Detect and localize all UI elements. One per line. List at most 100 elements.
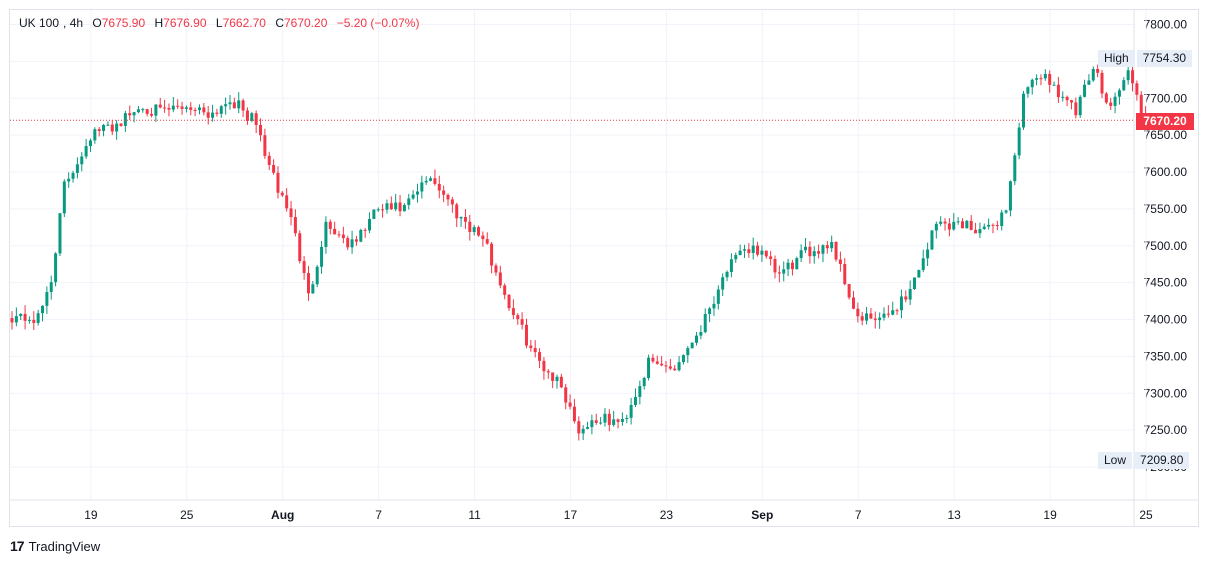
candle-down (333, 228, 337, 235)
y-tick-label: 7300.00 (1144, 386, 1188, 400)
candle-up (27, 319, 31, 321)
candle-down (943, 221, 947, 224)
candle-up (394, 202, 398, 210)
candle-down (145, 109, 149, 114)
candle-down (511, 308, 515, 316)
candle-up (420, 182, 424, 192)
candle-down (176, 105, 180, 107)
candle-up (62, 181, 66, 214)
candle-down (1039, 78, 1043, 80)
candle-down (254, 113, 258, 125)
candle-up (633, 396, 637, 405)
candle-down (450, 199, 454, 205)
timeframe[interactable]: 4h (69, 16, 84, 30)
candle-up (965, 220, 969, 229)
candle-up (921, 258, 925, 270)
candle-up (821, 245, 825, 254)
candle-up (324, 221, 328, 247)
candle-down (241, 100, 245, 111)
candle-down (673, 368, 677, 371)
candle-up (49, 282, 53, 293)
candle-up (154, 104, 158, 116)
candle-up (1004, 210, 1008, 213)
candle-up (115, 123, 119, 132)
candle-up (385, 203, 389, 210)
high-label: H (154, 16, 164, 30)
candle-up (224, 104, 228, 107)
candle-down (215, 112, 219, 114)
candle-up (1022, 93, 1026, 128)
candle-up (93, 129, 97, 141)
candle-down (808, 246, 812, 257)
candle-up (1113, 96, 1117, 106)
candle-down (341, 234, 345, 239)
candle-down (477, 227, 481, 236)
candle-up (729, 259, 733, 272)
candle-up (555, 376, 559, 381)
candle-up (106, 124, 110, 126)
candle-down (485, 239, 489, 244)
candle-down (568, 402, 572, 407)
candle-down (1131, 70, 1135, 84)
candle-up (795, 258, 799, 270)
x-tick-label: Aug (271, 508, 294, 522)
y-tick-label: 7800.00 (1144, 18, 1188, 32)
candle-up (952, 221, 956, 230)
candle-down (856, 308, 860, 317)
candle-down (272, 164, 276, 173)
candle-down (769, 256, 773, 259)
candle-up (407, 198, 411, 205)
low-badge: Low 7209.80 (1098, 452, 1190, 469)
candle-up (690, 342, 694, 349)
candle-up (865, 313, 869, 321)
candle-down (847, 284, 851, 298)
tradingview-brand[interactable]: 17 TradingView (10, 538, 100, 554)
candle-down (267, 155, 271, 165)
x-tick-label: 19 (1043, 508, 1057, 522)
candle-down (189, 107, 193, 110)
candle-up (891, 310, 895, 315)
candle-down (302, 261, 306, 273)
candle-down (995, 224, 999, 227)
candle-up (84, 146, 88, 157)
candle-down (293, 217, 297, 234)
candle-down (1109, 102, 1113, 106)
candle-up (320, 246, 324, 267)
low-badge-label: Low (1098, 452, 1133, 469)
candle-up (1091, 69, 1095, 81)
candle-up (930, 230, 934, 250)
high-badge-label: High (1098, 50, 1135, 67)
candle-down (834, 241, 838, 260)
candle-up (882, 313, 886, 318)
candle-up (136, 109, 140, 113)
candle-up (88, 140, 92, 147)
candle-down (128, 113, 132, 116)
candle-down (873, 318, 877, 321)
y-tick-label: 7700.00 (1144, 91, 1188, 105)
candle-up (171, 105, 175, 110)
candle-down (564, 387, 568, 403)
candle-up (41, 305, 45, 314)
candle-up (1078, 96, 1082, 116)
symbol-name[interactable]: UK 100 (19, 16, 60, 30)
candle-down (490, 243, 494, 266)
candle-up (315, 266, 319, 285)
y-tick-label: 7500.00 (1144, 239, 1188, 253)
y-tick-label: 7250.00 (1144, 423, 1188, 437)
candle-down (23, 313, 27, 321)
candle-down (1048, 73, 1052, 85)
candle-up (19, 313, 23, 317)
candle-down (180, 106, 184, 109)
candle-up (102, 125, 106, 131)
low-badge-value: 7209.80 (1134, 452, 1190, 469)
candle-down (817, 251, 821, 254)
candle-up (686, 348, 690, 356)
change-value: −5.20 (−0.07%) (336, 16, 420, 30)
candle-down (276, 172, 280, 193)
candle-down (481, 235, 485, 240)
high-badge-value: 7754.30 (1136, 50, 1193, 67)
candle-down (538, 352, 542, 361)
candle-up (376, 209, 380, 211)
candle-up (228, 102, 232, 105)
